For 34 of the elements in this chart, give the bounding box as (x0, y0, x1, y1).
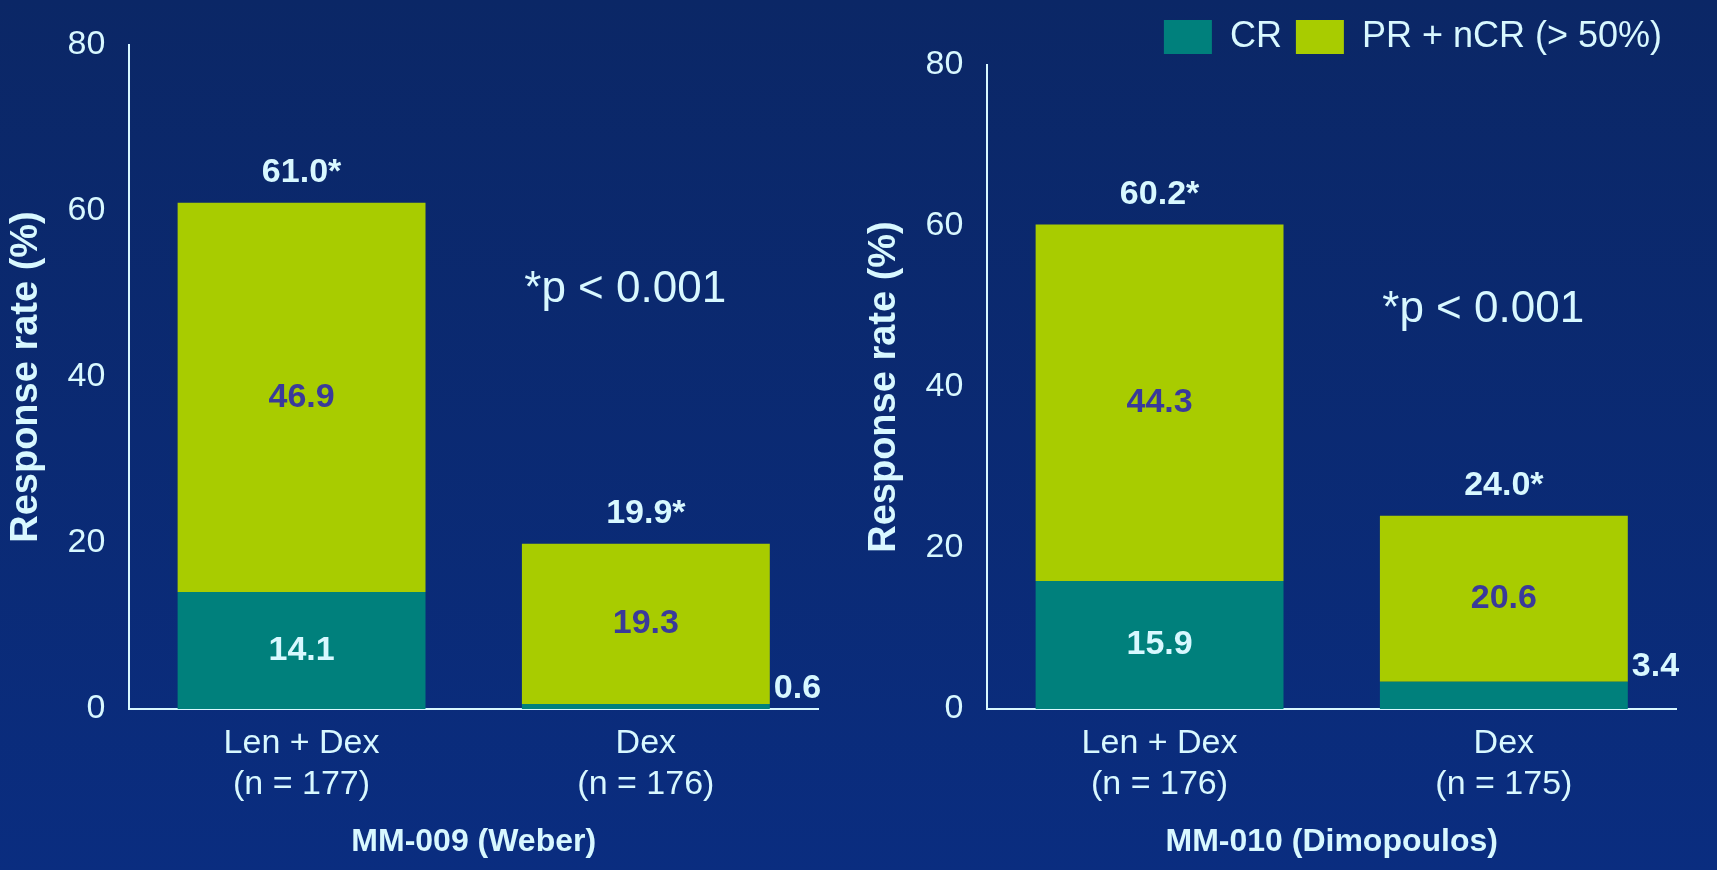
legend-label: PR + nCR (> 50%) (1361, 13, 1663, 55)
data-label: 14.1 (268, 628, 335, 667)
y-axis-title: Response rate (%) (3, 211, 46, 543)
y-tick-label: 20 (67, 521, 106, 560)
x-tick-label: Len + Dex (n = 177) (223, 721, 380, 801)
data-label: 15.9 (1126, 623, 1193, 662)
x-axis-title: MM-009 (Weber) (351, 821, 597, 858)
y-axis-title: Response rate (%) (861, 221, 904, 553)
y-tick-label: 40 (925, 365, 964, 404)
y-tick-label: 60 (925, 204, 964, 243)
total-label: 24.0* (1464, 464, 1545, 503)
data-label: 0.6 (773, 667, 822, 706)
data-label: 19.3 (612, 602, 679, 641)
annotation: *p < 0.001 (1382, 282, 1585, 332)
total-label: 60.2* (1119, 172, 1201, 211)
y-tick-label: 0 (86, 687, 106, 726)
y-tick-label: 20 (925, 526, 964, 565)
legend-label: CR (1229, 13, 1282, 55)
total-label: 61.0* (261, 151, 343, 190)
total-label: 19.9* (606, 492, 687, 531)
data-label: 20.6 (1470, 577, 1537, 616)
x-tick-label: Dex (n = 175) (1435, 721, 1573, 801)
x-axis-title: MM-010 (Dimopoulos) (1165, 821, 1498, 858)
data-label: 3.4 (1631, 645, 1680, 684)
data-label: 46.9 (268, 375, 335, 414)
y-tick-label: 60 (67, 189, 106, 228)
annotation: *p < 0.001 (524, 262, 727, 312)
y-tick-label: 80 (67, 23, 106, 62)
x-tick-label: Dex (n = 176) (577, 721, 715, 801)
y-tick-label: 40 (67, 355, 106, 394)
y-tick-label: 80 (925, 43, 964, 82)
y-tick-label: 0 (944, 687, 964, 726)
x-tick-label: Len + Dex (n = 176) (1081, 721, 1238, 801)
data-label: 44.3 (1126, 381, 1193, 420)
